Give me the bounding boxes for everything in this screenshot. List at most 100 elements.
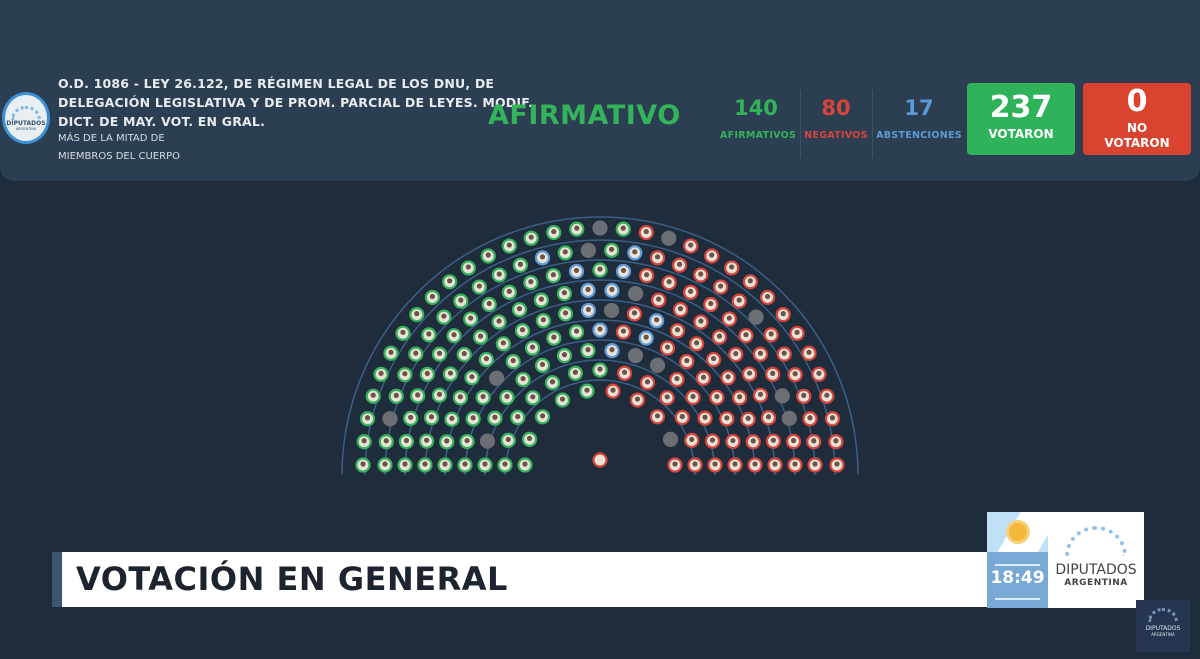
seat	[781, 410, 797, 426]
seat	[423, 410, 440, 426]
seat	[355, 457, 371, 473]
seat	[501, 284, 517, 300]
seat	[752, 346, 769, 362]
seat	[495, 336, 511, 352]
title-line: O.D. 1086 - LEY 26.122, DE RÉGIMEN LEGAL…	[58, 76, 495, 91]
seat	[639, 375, 656, 391]
seat	[684, 432, 700, 449]
seat	[478, 351, 494, 368]
seat	[785, 433, 802, 450]
seat	[811, 366, 827, 382]
seat	[580, 343, 596, 359]
seat	[695, 370, 712, 386]
seat	[721, 311, 737, 327]
no-votaron-box: 0 NO VOTARON	[1083, 83, 1191, 155]
seat	[763, 327, 779, 343]
hemicycle-seat-chart	[341, 216, 859, 476]
seat	[409, 307, 425, 323]
seat	[534, 357, 551, 374]
seat	[515, 371, 531, 388]
seat	[523, 230, 539, 246]
seat	[398, 433, 415, 450]
seat	[439, 434, 455, 450]
seat	[446, 328, 462, 344]
seat	[436, 309, 452, 325]
seat	[605, 383, 621, 399]
seat	[709, 389, 725, 406]
row-guide-arc	[404, 279, 796, 476]
seat	[659, 340, 676, 356]
seat	[365, 388, 381, 404]
seat	[479, 433, 496, 449]
seat	[639, 268, 655, 284]
majority-line: MÁS DE LA MITAD DE	[58, 133, 165, 144]
seat	[437, 457, 453, 473]
seat	[704, 433, 721, 449]
row-guide-arc	[464, 339, 736, 476]
diputados-brand-logo: DIPUTADOS ARGENTINA	[1048, 512, 1144, 608]
seat	[616, 365, 633, 381]
seat	[603, 302, 620, 319]
seat	[535, 313, 551, 329]
seat	[512, 257, 529, 273]
seat	[659, 390, 675, 406]
seat	[521, 431, 538, 447]
seat	[732, 390, 748, 406]
seat	[627, 245, 643, 261]
seat	[679, 353, 695, 370]
seat	[395, 325, 411, 341]
seat	[567, 365, 584, 381]
votaron-box: 237 VOTARON	[967, 83, 1075, 155]
seat	[546, 224, 562, 241]
seat	[453, 293, 469, 309]
row-guide-arc	[341, 216, 859, 476]
afirmativos-count: 140 AFIRMATIVOS	[720, 96, 797, 141]
seat	[487, 410, 503, 426]
title-line: DELEGACIÓN LEGISLATIVA Y DE PROM. PARCIA…	[58, 95, 534, 110]
majority-type: MÁS DE LA MITAD DE MIEMBROS DEL CUERPO	[58, 130, 180, 166]
seat	[568, 263, 585, 280]
seat	[431, 387, 448, 403]
seat	[408, 346, 424, 362]
seat	[410, 388, 426, 404]
abstenciones-count: 17 ABSTENCIONES	[876, 96, 962, 141]
seat	[649, 357, 666, 374]
seat	[829, 457, 845, 473]
seat	[719, 411, 735, 427]
seat	[499, 389, 515, 406]
seat	[378, 434, 394, 450]
title-line: DICT. DE MAY. VOT. EN GRAL.	[58, 114, 266, 129]
seat	[442, 366, 459, 382]
seat	[628, 286, 644, 302]
seat	[689, 336, 705, 352]
seat	[724, 260, 740, 276]
seat	[745, 434, 761, 450]
seat	[661, 275, 677, 291]
seat	[505, 353, 521, 370]
seat	[615, 221, 631, 237]
seat	[580, 282, 596, 299]
seat	[649, 409, 666, 425]
seat	[801, 345, 817, 361]
seat	[661, 230, 677, 246]
seat	[471, 279, 487, 295]
seat	[727, 457, 743, 473]
seat	[534, 250, 551, 266]
seat	[765, 433, 781, 449]
seat	[557, 245, 573, 261]
seat	[627, 348, 644, 364]
seat	[523, 275, 539, 291]
seat	[580, 242, 596, 258]
seat	[397, 367, 413, 383]
seat	[807, 457, 823, 473]
seat	[604, 282, 620, 299]
seat	[615, 263, 632, 280]
seat	[459, 433, 475, 450]
seat	[556, 286, 572, 302]
clock: 18:49	[990, 568, 1045, 588]
seat	[356, 434, 372, 450]
seat	[592, 362, 608, 378]
seat	[687, 457, 703, 473]
seat	[669, 323, 686, 339]
seat	[388, 388, 404, 404]
